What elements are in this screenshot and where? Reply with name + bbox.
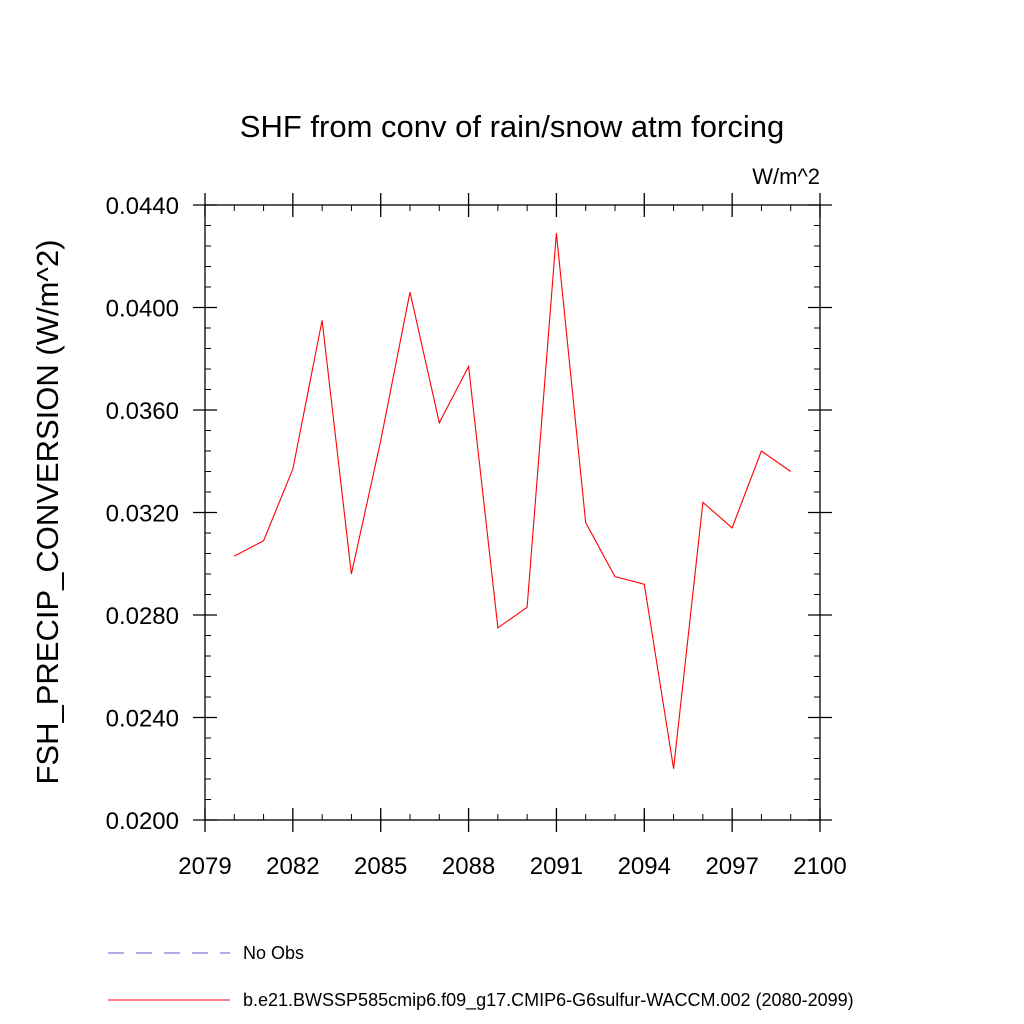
legend-label-0: No Obs (243, 943, 304, 963)
x-tick-label: 2088 (442, 853, 495, 880)
units-label: W/m^2 (752, 164, 820, 189)
legend: No Obs b.e21.BWSSP585cmip6.f09_g17.CMIP6-… (108, 943, 854, 1011)
plot-frame (204, 204, 821, 821)
axis-ticks (193, 193, 832, 832)
x-tick-label: 2079 (178, 853, 231, 880)
y-tick-label: 0.0360 (106, 398, 179, 425)
y-tick-label: 0.0400 (106, 296, 179, 323)
x-tick-label: 2091 (530, 853, 583, 880)
y-tick-label: 0.0200 (106, 808, 179, 835)
x-tick-label: 2085 (354, 853, 407, 880)
y-tick-label: 0.0320 (106, 501, 179, 528)
series-layer (234, 233, 792, 769)
y-axis-label: FSH_PRECIP_CONVERSION (W/m^2) (30, 239, 65, 784)
x-tick-label: 2082 (266, 853, 319, 880)
series-line-0 (234, 233, 792, 769)
y-tick-label: 0.0440 (106, 193, 179, 220)
chart-title: SHF from conv of rain/snow atm forcing (240, 109, 784, 144)
y-tick-label: 0.0240 (106, 706, 179, 733)
x-tick-label: 2100 (793, 853, 846, 880)
tick-labels: 2079 2082 2085 2088 2091 2094 2097 2100 0.0200 0.… (106, 193, 847, 880)
x-tick-label: 2094 (618, 853, 671, 880)
x-tick-label: 2097 (705, 853, 758, 880)
legend-label-1: b.e21.BWSSP585cmip6.f09_g17.CMIP6-G6sulf… (243, 990, 854, 1011)
y-tick-label: 0.0280 (106, 603, 179, 630)
